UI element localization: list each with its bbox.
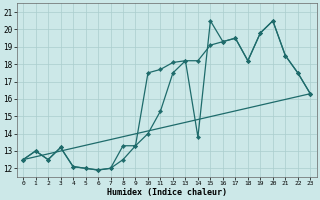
X-axis label: Humidex (Indice chaleur): Humidex (Indice chaleur)	[107, 188, 227, 197]
